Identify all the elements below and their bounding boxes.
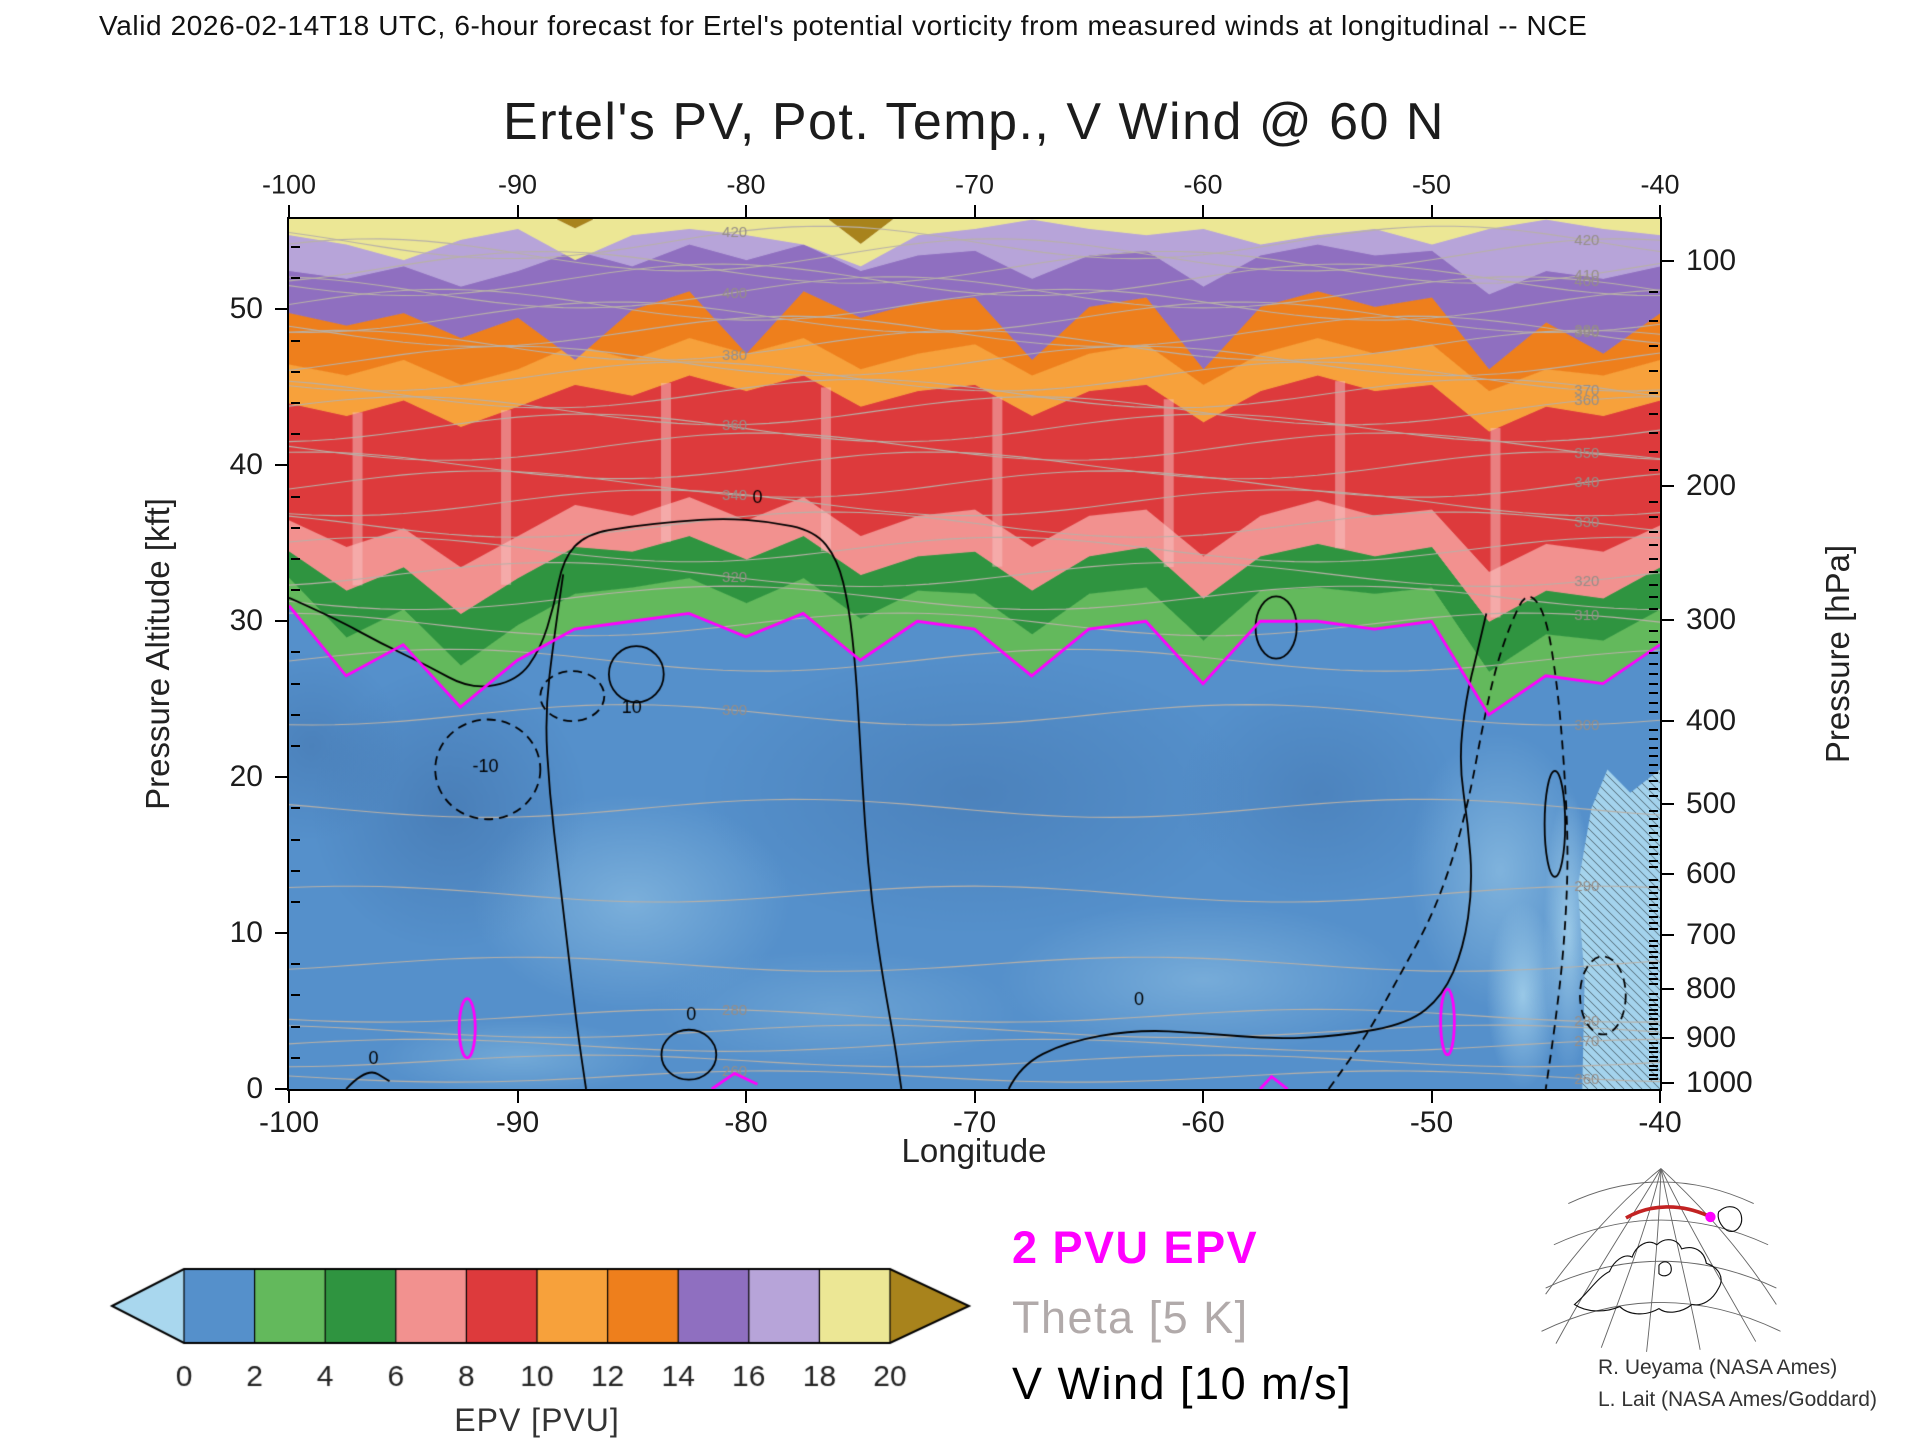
tick-label: -100 [258, 1106, 320, 1139]
tick-label: 40 [229, 448, 263, 482]
tick-label: 600 [1686, 856, 1737, 890]
tick-label: -50 [1411, 169, 1452, 200]
axis-tick [745, 1089, 747, 1103]
map-inset [1541, 1168, 1781, 1352]
tick-label: 700 [1686, 917, 1737, 951]
tick-label: -40 [1640, 169, 1680, 200]
track-end-marker [1705, 1211, 1716, 1223]
axis-tick [1660, 988, 1674, 991]
tick-label: -90 [497, 169, 538, 200]
axis-tick [288, 1089, 290, 1103]
tick-label: -50 [1409, 1106, 1454, 1139]
tick-label: -40 [1638, 1106, 1682, 1139]
axis-tick [275, 932, 289, 935]
axis-tick [288, 205, 290, 219]
tick-label: -80 [724, 1106, 768, 1139]
tick-label: 50 [229, 292, 263, 326]
axis-tick [1660, 720, 1674, 723]
axis-tick [275, 464, 289, 467]
tick-label: -60 [1183, 169, 1223, 200]
tick-label: -70 [954, 169, 995, 200]
tick-label: 20 [229, 760, 263, 794]
axis-tick [1430, 205, 1433, 219]
tick-label: 300 [1686, 603, 1737, 637]
legend-v-wind: V Wind [10 m/s] [1012, 1358, 1353, 1409]
y-right-axis-label: Pressure [hPa] [1819, 544, 1856, 764]
map-graticule [1541, 1168, 1781, 1352]
x-axis-label: Longitude [901, 1132, 1047, 1169]
tick-label: 10 [229, 916, 263, 950]
axis-tick [516, 205, 519, 219]
tick-label: 30 [229, 604, 263, 638]
axis-tick [275, 620, 289, 623]
map-coastline [1573, 1206, 1743, 1315]
tick-label: 900 [1686, 1021, 1737, 1055]
axis-tick [973, 1089, 976, 1103]
tick-label: -60 [1181, 1106, 1225, 1139]
axis-tick [1202, 1089, 1204, 1103]
tick-label: -80 [726, 169, 766, 200]
tick-label: 0 [246, 1072, 263, 1105]
tick-label: 1000 [1686, 1066, 1753, 1100]
axis-tick [1660, 872, 1674, 875]
axis-tick [1659, 1089, 1661, 1103]
credit-line-2: L. Lait (NASA Ames/Goddard) [1598, 1388, 1877, 1411]
tick-label: 400 [1686, 704, 1737, 738]
page-title: Ertel's PV, Pot. Temp., V Wind @ 60 N [503, 93, 1445, 151]
tick-label: 500 [1686, 786, 1737, 820]
axis-tick [1202, 205, 1204, 219]
validity-line: Valid 2026-02-14T18 UTC, 6-hour forecast… [99, 10, 1588, 41]
axis-tick [745, 205, 747, 219]
axis-tick [1430, 1089, 1433, 1103]
axis-tick [1660, 485, 1674, 488]
axis-tick [1660, 1082, 1674, 1085]
pv-contour-canvas [289, 219, 1660, 1089]
tick-label: 100 [1686, 244, 1737, 278]
credit-line-1: R. Ueyama (NASA Ames) [1598, 1356, 1838, 1379]
axis-tick [275, 1088, 289, 1090]
y-left-axis-label: Pressure Altitude [kft] [139, 498, 176, 810]
axis-tick [1659, 205, 1661, 219]
axis-tick [1660, 260, 1674, 263]
axis-tick [973, 205, 976, 219]
cross-section-track [1625, 1205, 1710, 1220]
colorbar-label: EPV [PVU] [454, 1402, 620, 1438]
axis-tick [516, 1089, 519, 1103]
legend-2pvu-epv: 2 PVU EPV [1012, 1222, 1259, 1273]
tick-label: 200 [1686, 469, 1737, 503]
epv-colorbar [90, 1258, 990, 1408]
axis-tick [275, 308, 289, 311]
tick-label: -90 [495, 1106, 540, 1139]
tick-label: 800 [1686, 972, 1737, 1006]
axis-tick [1660, 619, 1674, 622]
axis-tick [1660, 933, 1674, 936]
axis-tick [1660, 802, 1674, 805]
axis-tick [1660, 1037, 1674, 1040]
axis-tick [275, 776, 289, 779]
legend-theta: Theta [5 K] [1012, 1292, 1249, 1343]
tick-label: -100 [261, 169, 317, 200]
